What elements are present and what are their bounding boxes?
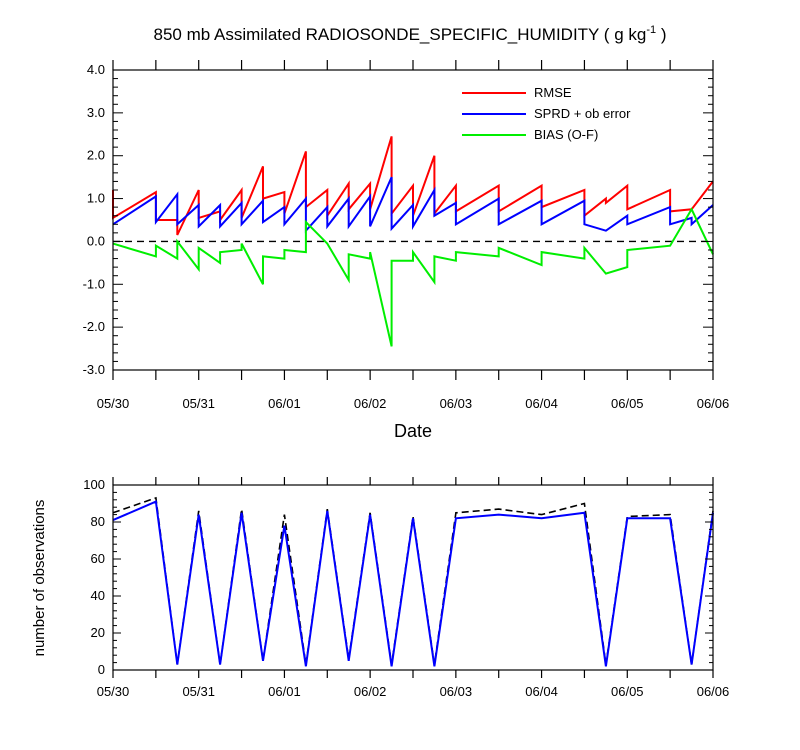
legend: RMSE SPRD + ob error BIAS (O-F) [462, 85, 631, 142]
series-line-2 [112, 207, 714, 347]
top-series-lines [112, 136, 714, 347]
y-tick-label: 2.0 [87, 148, 105, 163]
top-panel: -3.0 -2.0 -1.0 0.0 1.0 2.0 3.0 4.0 05/30 05/31 06… [83, 60, 730, 441]
bottom-series-lines [112, 496, 714, 667]
x-tick-label: 05/31 [182, 396, 215, 411]
bottom-y-ticks: 0 20 40 60 80 100 [83, 477, 713, 677]
x-axis-label: Date [394, 421, 432, 441]
top-y-ticks: -3.0 -2.0 -1.0 0.0 1.0 2.0 3.0 4.0 [83, 62, 713, 377]
x-tick-label: 06/03 [440, 396, 473, 411]
x-tick-label: 06/04 [525, 396, 558, 411]
y-tick-label: 20 [91, 625, 105, 640]
x-tick-label: 06/06 [697, 396, 730, 411]
chart-title-close: ) [656, 25, 666, 44]
legend-label-0: RMSE [534, 85, 572, 100]
y-tick-label: 40 [91, 588, 105, 603]
y-tick-label: -1.0 [83, 276, 105, 291]
series-line-1 [112, 500, 714, 667]
y-tick-label: 80 [91, 514, 105, 529]
x-tick-label: 06/04 [525, 684, 558, 699]
x-tick-label: 06/01 [268, 684, 301, 699]
bottom-panel: 0 20 40 60 80 100 05/30 05/31 06/01 06/02 06/03 06… [31, 477, 729, 699]
bottom-plot-frame [112, 484, 714, 671]
chart-title-main: 850 mb Assimilated RADIOSONDE_SPECIFIC_H… [154, 25, 647, 44]
y-tick-label: 4.0 [87, 62, 105, 77]
chart-title-units-exponent: -1 [646, 24, 656, 36]
y-tick-label: 60 [91, 551, 105, 566]
y-tick-label: 0 [98, 662, 105, 677]
y-tick-label: 100 [83, 477, 105, 492]
y-tick-label: -2.0 [83, 319, 105, 334]
legend-label-1: SPRD + ob error [534, 106, 631, 121]
y-tick-label: 0.0 [87, 233, 105, 248]
bottom-x-ticks: 05/30 05/31 06/01 06/02 06/03 06/04 06/05 06/06 [97, 477, 730, 699]
x-tick-label: 06/02 [354, 396, 387, 411]
x-tick-label: 06/01 [268, 396, 301, 411]
x-tick-label: 06/05 [611, 684, 644, 699]
x-tick-label: 05/30 [97, 684, 130, 699]
y-tick-label: 1.0 [87, 191, 105, 206]
x-tick-label: 05/31 [182, 684, 215, 699]
y-tick-label: 3.0 [87, 105, 105, 120]
x-tick-label: 05/30 [97, 396, 130, 411]
x-tick-label: 06/06 [697, 684, 730, 699]
legend-label-2: BIAS (O-F) [534, 127, 598, 142]
y-axis-label: number of observations [31, 500, 48, 657]
x-tick-label: 06/05 [611, 396, 644, 411]
x-tick-label: 06/02 [354, 684, 387, 699]
y-tick-label: -3.0 [83, 362, 105, 377]
top-x-ticks: 05/30 05/31 06/01 06/02 06/03 06/04 06/05 06/06 [97, 60, 730, 411]
series-line-1 [112, 176, 714, 234]
x-tick-label: 06/03 [440, 684, 473, 699]
chart-title: 850 mb Assimilated RADIOSONDE_SPECIFIC_H… [154, 24, 667, 44]
